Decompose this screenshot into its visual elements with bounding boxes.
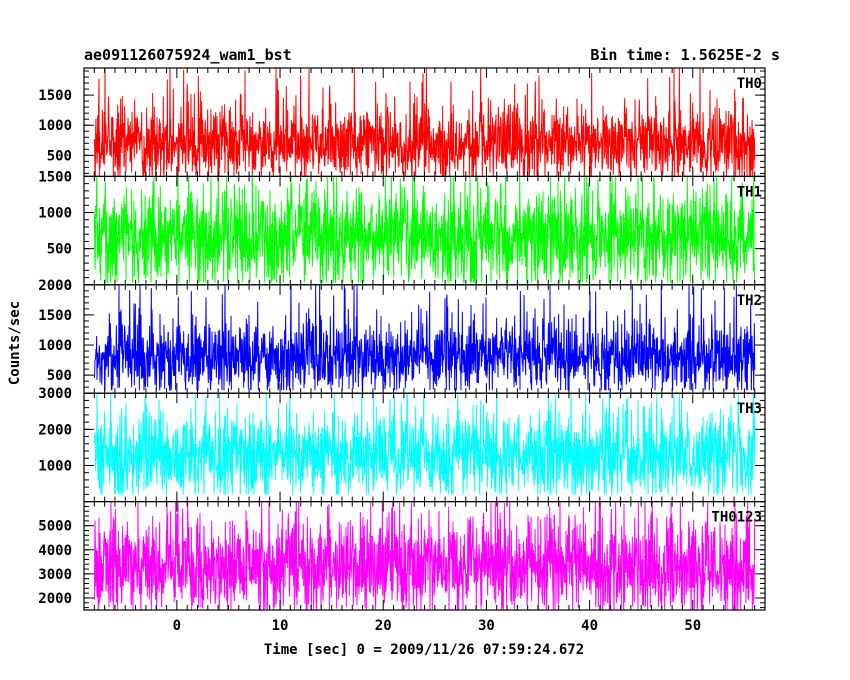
panel-name-th2: TH2: [737, 293, 762, 309]
y-tick-label: 5000: [38, 519, 72, 535]
series-th1-curve: [93, 175, 756, 284]
series-th0-curve: [93, 67, 756, 178]
panels-group: 500 1000 1500 TH0 0 500 1000 1500 TH1 500 1000 1500…: [38, 67, 766, 611]
y-tick-label: 500: [47, 148, 72, 164]
series-th3-curve: [93, 393, 756, 495]
y-tick-label: 1000: [38, 458, 72, 474]
panel-name-th0: TH0: [737, 76, 762, 92]
y-tick-label: 500: [47, 242, 72, 258]
x-tick-label: 40: [581, 618, 598, 634]
panel-name-th1: TH1: [737, 184, 762, 200]
y-tick-label: 1500: [38, 88, 72, 104]
y-tick-label: 3000: [38, 386, 72, 402]
y-tick-label: 1000: [38, 118, 72, 134]
panel-th3: 1000 2000 3000 TH3: [38, 386, 766, 503]
y-tick-label: 3000: [38, 567, 72, 583]
y-tick-label: 1500: [38, 308, 72, 324]
x-axis-label: Time [sec] 0 = 2009/11/26 07:59:24.672: [264, 642, 584, 658]
y-tick-label: 2000: [38, 591, 72, 607]
series-th0123-curve: [93, 501, 756, 611]
x-tick-label: 50: [684, 618, 701, 634]
y-tick-label: 1000: [38, 338, 72, 354]
y-tick-label: 500: [47, 368, 72, 384]
y-tick-label: 1500: [38, 169, 72, 185]
panel-th1: 0 500 1000 1500 TH1: [38, 169, 766, 294]
x-tick-label: 30: [478, 618, 495, 634]
panel-name-th0123: TH0123: [711, 510, 762, 526]
panel-th0: 500 1000 1500 TH0: [38, 67, 766, 178]
y-tick-label: 4000: [38, 543, 72, 559]
x-tick-label: 0: [173, 618, 181, 634]
chart-title-left: ae091126075924_wam1_bst: [84, 46, 292, 64]
x-tick-label: 10: [272, 618, 289, 634]
y-tick-label: 1000: [38, 206, 72, 222]
x-tick-label: 20: [375, 618, 392, 634]
y-tick-label: 0: [64, 278, 72, 294]
y-tick-label: 2000: [38, 422, 72, 438]
y-axis-label: Counts/sec: [7, 301, 23, 385]
panel-th0123: 2000 3000 4000 5000 TH0123: [38, 501, 766, 611]
chart-title-right: Bin time: 1.5625E-2 s: [590, 46, 780, 64]
panel-name-th3: TH3: [737, 401, 762, 417]
y-tick-label: 2000: [38, 278, 72, 294]
x-axis-tick-labels: 0 10 20 30 40 50: [173, 618, 702, 634]
series-th2-curve: [93, 284, 756, 391]
panel-th2: 500 1000 1500 2000 TH2: [38, 278, 766, 394]
